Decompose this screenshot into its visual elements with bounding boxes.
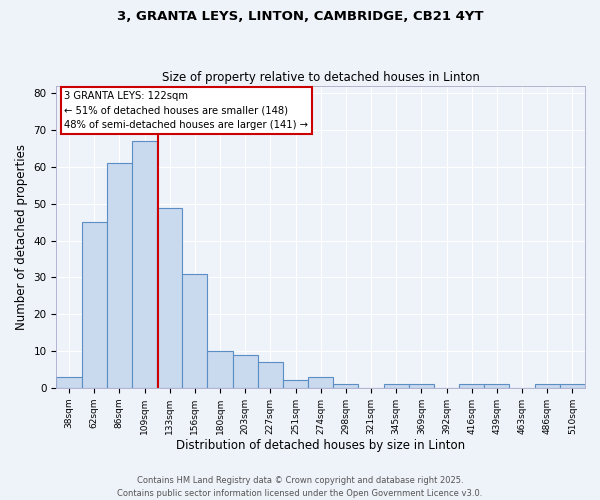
Title: Size of property relative to detached houses in Linton: Size of property relative to detached ho… — [162, 70, 479, 84]
Bar — [157, 208, 182, 388]
Y-axis label: Number of detached properties: Number of detached properties — [15, 144, 28, 330]
Bar — [308, 377, 333, 388]
Bar — [258, 362, 283, 388]
Bar — [333, 384, 358, 388]
Text: 3 GRANTA LEYS: 122sqm
← 51% of detached houses are smaller (148)
48% of semi-det: 3 GRANTA LEYS: 122sqm ← 51% of detached … — [64, 90, 308, 130]
Bar — [484, 384, 509, 388]
Bar — [208, 351, 233, 388]
Bar — [82, 222, 107, 388]
Bar — [182, 274, 208, 388]
Text: 3, GRANTA LEYS, LINTON, CAMBRIDGE, CB21 4YT: 3, GRANTA LEYS, LINTON, CAMBRIDGE, CB21 … — [117, 10, 483, 23]
Bar — [535, 384, 560, 388]
X-axis label: Distribution of detached houses by size in Linton: Distribution of detached houses by size … — [176, 440, 465, 452]
Bar — [107, 164, 132, 388]
Bar — [560, 384, 585, 388]
Bar — [132, 142, 157, 388]
Bar — [409, 384, 434, 388]
Text: Contains HM Land Registry data © Crown copyright and database right 2025.
Contai: Contains HM Land Registry data © Crown c… — [118, 476, 482, 498]
Bar — [459, 384, 484, 388]
Bar — [383, 384, 409, 388]
Bar — [283, 380, 308, 388]
Bar — [56, 377, 82, 388]
Bar — [233, 354, 258, 388]
